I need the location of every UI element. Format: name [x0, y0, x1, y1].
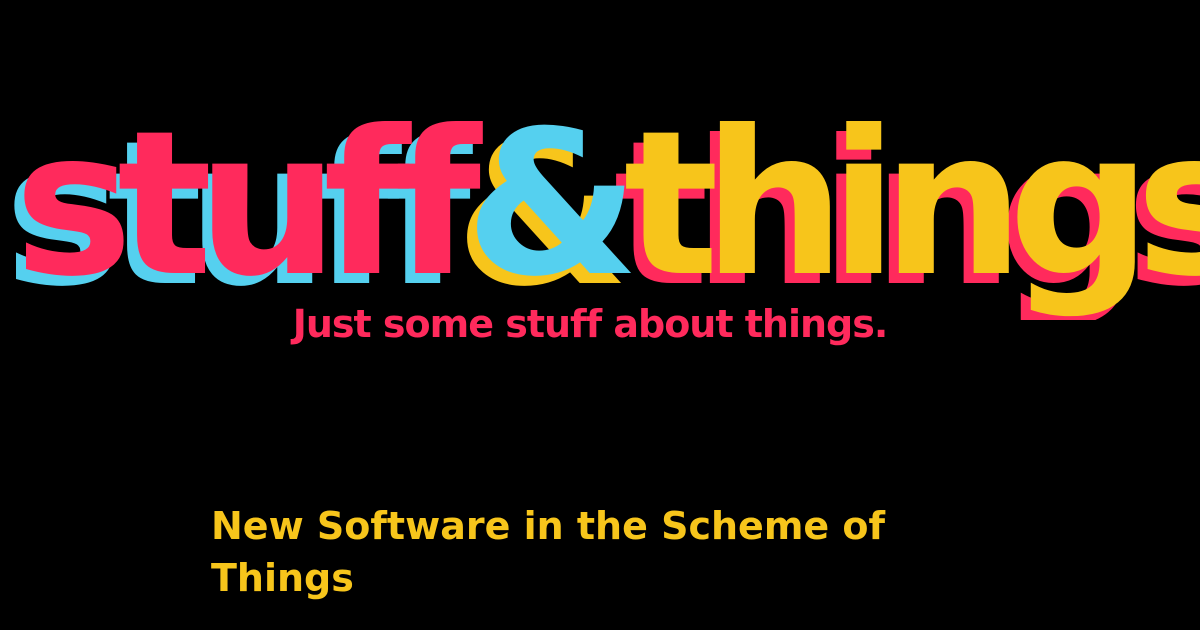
- logo-word-things: things: [623, 88, 1200, 320]
- logo-ampersand: &: [465, 88, 632, 320]
- site-logo[interactable]: stuff&things stuff&things: [0, 0, 1200, 320]
- post-title[interactable]: New Software in the Scheme of Things: [211, 500, 911, 604]
- site-tagline: Just some stuff about things.: [0, 302, 1180, 346]
- logo-word-stuff: stuff: [14, 88, 483, 320]
- logo-text: stuff&things: [14, 88, 1200, 320]
